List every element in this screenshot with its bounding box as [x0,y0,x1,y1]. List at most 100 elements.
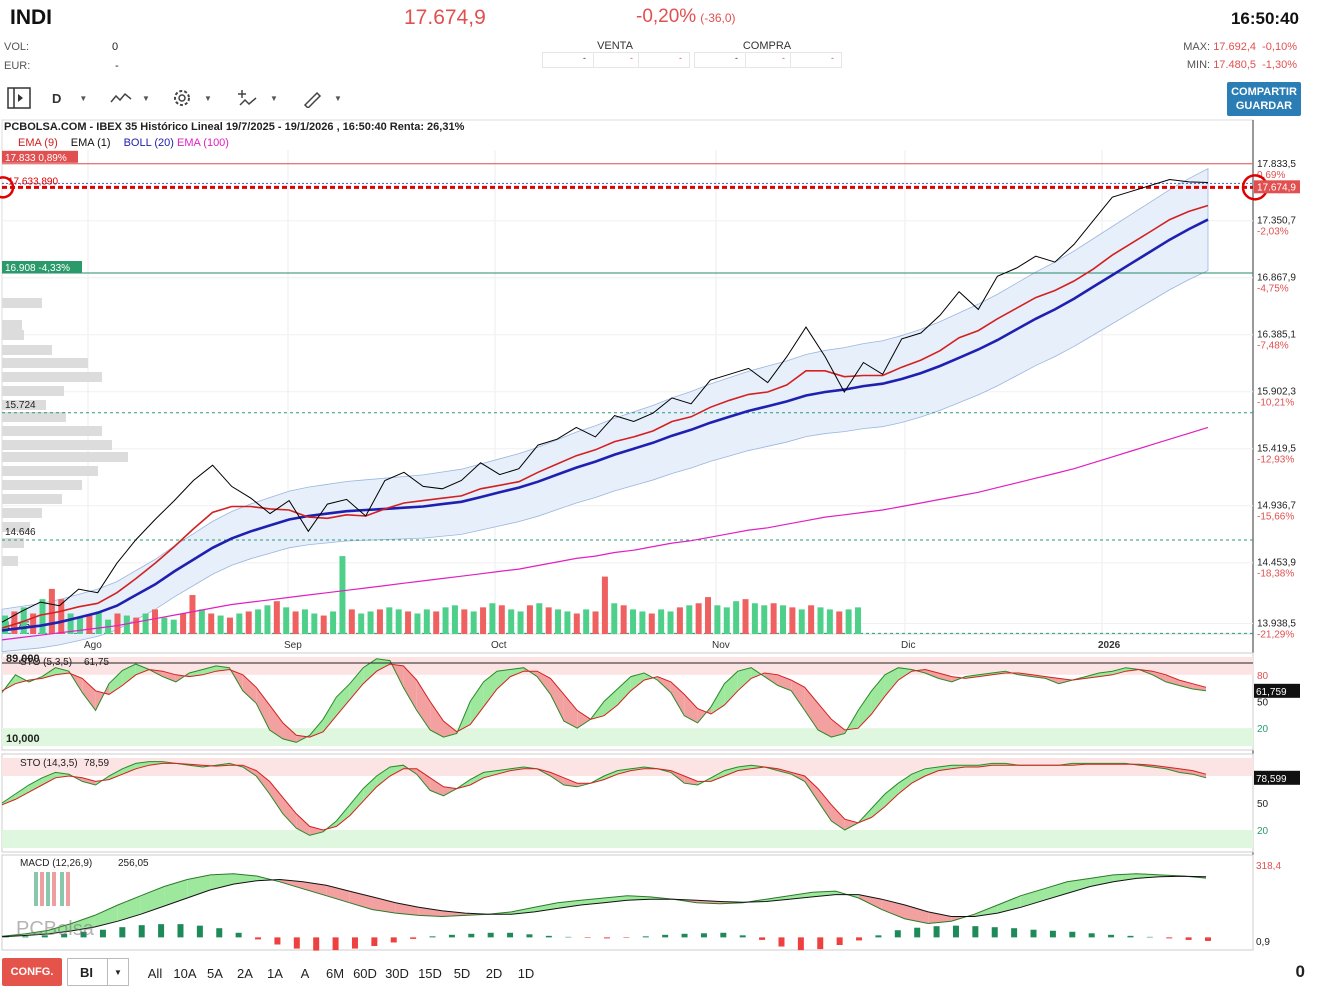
sto2-value: 78,59 [84,758,109,769]
volume-bar [264,605,271,634]
caret-down-icon: ▼ [204,93,212,103]
macd-histogram-bar [1205,937,1211,941]
macd-histogram-bar [797,937,804,951]
macd-fill-segment [372,896,396,914]
timeframe-5a-button[interactable]: 5A [207,965,223,981]
macd-histogram-bar [429,936,436,938]
volume-bar [470,611,477,634]
sto1-vol-min-label: 10,000 [6,733,40,745]
timeframe-10a-button[interactable]: 10A [173,965,197,981]
chart-type-dropdown[interactable]: ▼ [110,86,150,110]
sto1-y-tick: 80 [1257,671,1269,682]
legend-ema1: EMA (1) [70,137,111,149]
volume-bar [826,609,833,634]
macd-histogram-bar [739,935,746,938]
timeframe-6m-button[interactable]: 6M [325,965,345,981]
volume-bar [151,609,158,634]
macd-histogram-bar [604,937,610,939]
volume-bar [695,603,702,634]
macd-histogram-bar [22,936,29,938]
panel-toggle-button[interactable] [6,86,32,110]
sto2-title: STO (14,3,5) [20,758,78,769]
pencil-icon [303,91,322,108]
sto1-fill-segment [202,665,217,675]
low-level-tag: 16.908 -4,33% [5,263,70,274]
sto2-y-tick: 50 [1257,799,1269,810]
timeframe-2d-button[interactable]: 2D [485,965,503,981]
macd-histogram-bar [507,932,514,938]
volume-bar [817,607,824,634]
volume-bar [320,615,327,634]
share-save-button[interactable]: COMPARTIR GUARDAR [1227,82,1301,116]
max-row: MAX: 17.692,4 -0,10% [1183,41,1297,53]
sto1-fill-segment [363,658,377,684]
macd-histogram-bar [371,937,378,947]
timeframe-5d-button[interactable]: 5D [453,965,471,981]
macd-fill-segment [279,879,303,889]
sto2-fill-segment [336,804,350,827]
watermark-bar [46,872,50,906]
timeframe-60d-button[interactable]: 60D [353,965,377,981]
indicators-dropdown[interactable]: ▼ [236,86,278,110]
sto1-last-tag: 61,759 [1256,687,1287,698]
sto2-fill-segment [470,772,484,785]
settings-dropdown[interactable]: ▼ [170,86,212,110]
timeframe-30d-button[interactable]: 30D [385,965,409,981]
eur-value: - [115,60,119,72]
macd-histogram-bar [41,935,48,938]
macd-histogram-bar [526,934,533,938]
volume-profile-bar [2,480,82,490]
volume-bar [480,607,487,634]
timeframe-15d-button[interactable]: 15D [418,965,442,981]
sto2-fill-segment [871,794,885,818]
volume-bar [86,615,93,634]
config-button[interactable]: CONFG. [2,958,62,986]
timeframe-a-button[interactable]: A [300,965,310,981]
macd-histogram-bar [817,937,824,950]
x-tick-label: Sep [284,640,302,651]
sto2-fill-segment [925,767,939,776]
y-tick-label: 13.938,5 [1257,619,1296,630]
macd-histogram-bar [952,925,959,938]
sto1-fill-segment [122,664,136,686]
timeframe-1d-button[interactable]: 1D [517,965,535,981]
period-dropdown[interactable]: D ▼ [52,86,87,110]
volume-bar [255,609,262,634]
sto1-y-tick: 50 [1257,698,1269,709]
price-tag: 17.674,9 [1257,182,1296,193]
low-level-tag-bg [2,261,82,274]
drawing-dropdown[interactable]: ▼ [302,86,342,110]
sto1-fill-segment [470,681,484,725]
timeframe-all-button[interactable]: All [147,965,163,981]
sto1-fill-segment [82,678,96,711]
sto1-fill-segment [871,674,885,714]
volume-bar [845,609,852,634]
y-tick-label: 15.419,5 [1257,444,1296,455]
macd-fill-segment [789,892,813,900]
volume-bar [780,605,787,634]
top-level-tag: 17.833 0,89% [5,153,67,164]
timeframe-1a-button[interactable]: 1A [267,965,283,981]
volume-bar [58,599,65,634]
y-tick-label: 16.385,1 [1257,330,1296,341]
timeframe-2a-button[interactable]: 2A [237,965,253,981]
macd-histogram-bar [255,937,262,940]
sto2-fill-segment [269,781,283,814]
watermark-bar [40,872,44,906]
volume-bar [461,609,468,634]
chart-mode-select[interactable]: BI ▼ [67,958,129,986]
volume-profile-bar [2,440,112,450]
macd-histogram-bar [1127,935,1134,938]
sto1-fill-segment [1152,671,1166,682]
sto1-fill-segment [711,683,725,714]
volume-bar [367,611,374,634]
volume-profile-bar [2,358,88,368]
sto1-fill-segment [791,680,805,711]
volume-bar [180,613,187,634]
y-tick-label: 14.936,7 [1257,501,1296,512]
sto1-vol-max-label: 89,000 [6,653,40,665]
macd-histogram-bar [545,935,552,938]
volume-bar [761,605,768,634]
volume-profile-bar [2,345,52,355]
